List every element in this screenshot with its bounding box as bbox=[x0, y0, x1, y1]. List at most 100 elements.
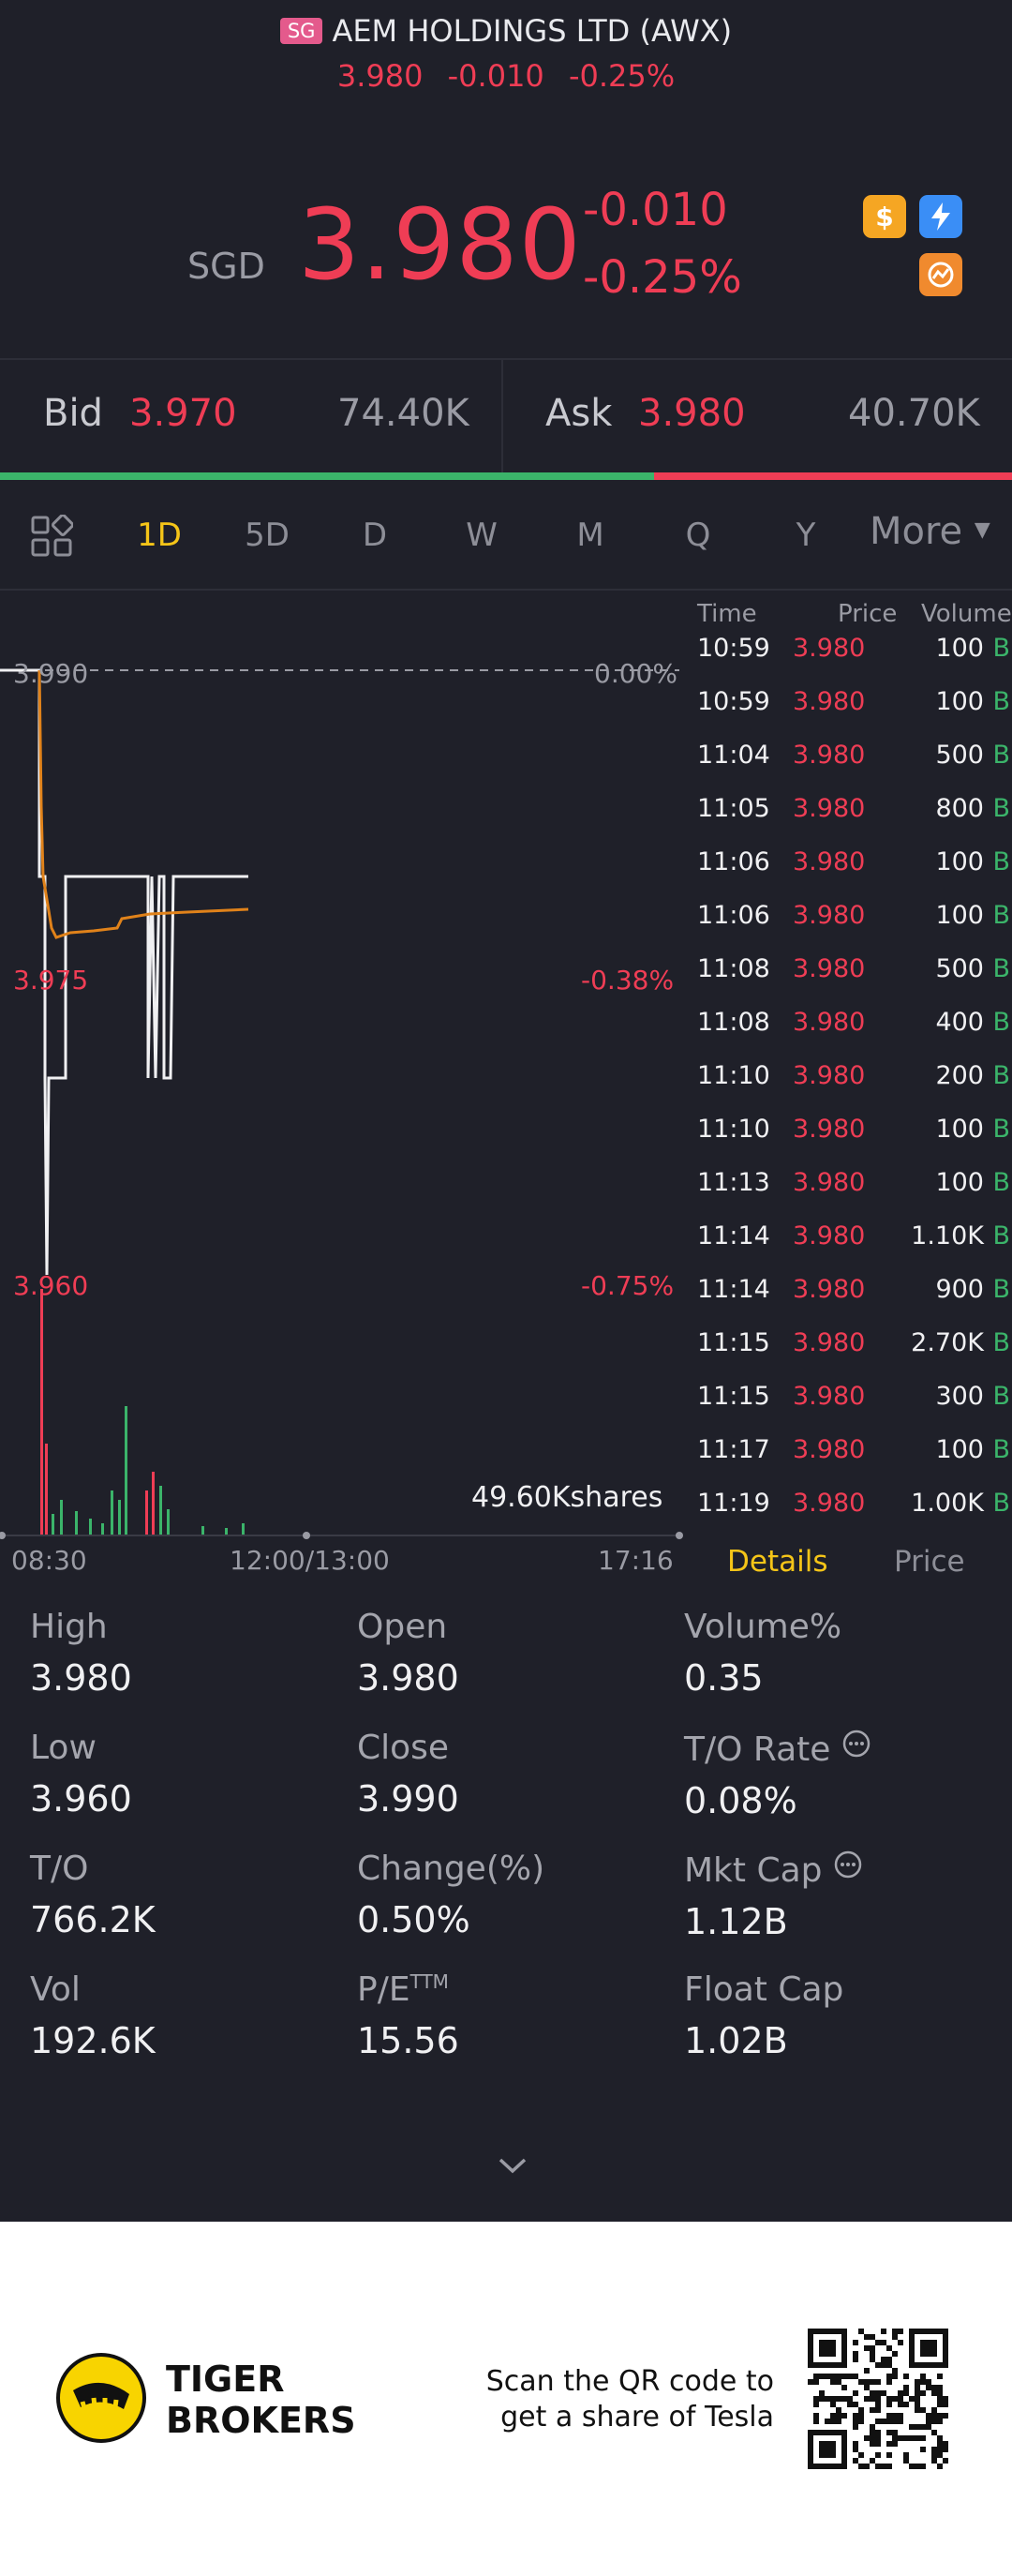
stat-item: P/ETTM 15.56 bbox=[357, 1970, 459, 2061]
stat-item: Mkt Cap 1.12B bbox=[684, 1850, 863, 1942]
trade-side: B bbox=[992, 847, 1010, 876]
tab-y[interactable]: Y bbox=[796, 517, 816, 554]
price-change-pct: -0.25% bbox=[583, 251, 742, 304]
trade-side: B bbox=[992, 1168, 1010, 1197]
trade-price: 3.980 bbox=[793, 634, 866, 663]
stat-item: Close 3.990 bbox=[357, 1729, 459, 1820]
header-change: -0.010 bbox=[447, 58, 544, 94]
intraday-chart[interactable] bbox=[0, 592, 684, 1539]
volume-bar bbox=[167, 1509, 170, 1535]
qr-code bbox=[808, 2329, 948, 2469]
trade-side: B bbox=[992, 1275, 1010, 1304]
tab-price[interactable]: Price bbox=[894, 1545, 965, 1579]
trade-volume: 100 bbox=[935, 1115, 984, 1144]
trade-row: 10:59 3.980 100 B bbox=[684, 634, 1012, 687]
tab-1d[interactable]: 1D bbox=[137, 517, 182, 554]
options-icon[interactable] bbox=[919, 253, 962, 296]
info-icon[interactable] bbox=[833, 1850, 863, 1888]
trade-time: 11:06 bbox=[697, 847, 770, 876]
trade-side: B bbox=[992, 634, 1010, 663]
brand-line-2: BROKERS bbox=[166, 2400, 356, 2441]
stat-value: 0.35 bbox=[684, 1657, 764, 1699]
pct-axis-label: -0.38% bbox=[581, 965, 675, 996]
tab-more[interactable]: More ▼ bbox=[870, 510, 990, 553]
bid-ask-bar: Bid 3.970 74.40K Ask 3.980 40.70K bbox=[0, 360, 1012, 472]
layout-grid-icon[interactable] bbox=[30, 514, 74, 562]
trade-time: 11:04 bbox=[697, 741, 770, 770]
tab-5d[interactable]: 5D bbox=[245, 517, 290, 554]
trade-price: 3.980 bbox=[793, 901, 866, 930]
volume-bar bbox=[145, 1490, 148, 1535]
dollar-icon[interactable]: $ bbox=[863, 195, 906, 238]
trade-row: 11:04 3.980 500 B bbox=[684, 741, 1012, 794]
bid-ask-ratio-bar bbox=[0, 472, 1012, 480]
ask-price: 3.980 bbox=[638, 392, 746, 435]
bid-ratio-fill bbox=[0, 472, 654, 480]
volume-bar bbox=[40, 1289, 43, 1535]
trade-price: 3.980 bbox=[793, 1328, 866, 1357]
tab-more-label: More bbox=[870, 510, 963, 553]
expand-chevron-icon[interactable] bbox=[497, 2156, 528, 2179]
trade-row: 11:19 3.980 1.00K B bbox=[684, 1489, 1012, 1542]
trade-header-volume: Volume bbox=[921, 600, 1012, 628]
trade-time: 11:13 bbox=[697, 1168, 770, 1197]
stat-item: Float Cap 1.02B bbox=[684, 1970, 843, 2061]
brand-name: TIGER BROKERS bbox=[166, 2359, 356, 2441]
volume-bars bbox=[40, 1289, 245, 1535]
trade-volume: 100 bbox=[935, 687, 984, 716]
period-tabs: 1D 5D D W M Q Y More ▼ bbox=[0, 482, 1012, 591]
stat-label: Float Cap bbox=[684, 1970, 844, 2009]
trade-time: 11:05 bbox=[697, 794, 770, 823]
stat-value: 3.980 bbox=[30, 1657, 132, 1699]
trade-time: 11:14 bbox=[697, 1221, 770, 1251]
trade-volume: 200 bbox=[935, 1061, 984, 1090]
trade-row: 11:08 3.980 500 B bbox=[684, 954, 1012, 1008]
volume-bar bbox=[201, 1526, 204, 1535]
currency-label: SGD bbox=[187, 246, 265, 287]
tab-w[interactable]: W bbox=[466, 517, 498, 554]
stat-value: 1.12B bbox=[684, 1901, 788, 1942]
stat-value: 3.960 bbox=[30, 1778, 132, 1820]
trade-side: B bbox=[992, 1115, 1010, 1144]
trade-list[interactable]: Time Price Volume 10:59 3.980 100 B 10:59 3.9… bbox=[684, 592, 1012, 1539]
trade-price: 3.980 bbox=[793, 847, 866, 876]
stat-label: T/O bbox=[30, 1850, 89, 1888]
lightning-icon[interactable] bbox=[919, 195, 962, 238]
trade-side: B bbox=[992, 794, 1010, 823]
trade-volume: 500 bbox=[935, 954, 984, 983]
trade-time: 11:14 bbox=[697, 1275, 770, 1304]
ask-label: Ask bbox=[545, 392, 613, 435]
trade-time: 11:06 bbox=[697, 901, 770, 930]
volume-bar bbox=[242, 1523, 245, 1535]
trade-side: B bbox=[992, 1008, 1010, 1037]
stat-item: Open 3.980 bbox=[357, 1608, 459, 1699]
volume-bar bbox=[225, 1528, 228, 1535]
time-axis-dot bbox=[0, 1532, 6, 1539]
tab-d[interactable]: D bbox=[362, 517, 388, 554]
stat-label: Close bbox=[357, 1729, 450, 1767]
trade-side: B bbox=[992, 1221, 1010, 1251]
trade-header-price: Price bbox=[838, 600, 898, 628]
trade-volume: 400 bbox=[935, 1008, 984, 1037]
trade-price: 3.980 bbox=[793, 687, 866, 716]
trade-time: 11:10 bbox=[697, 1061, 770, 1090]
trade-side: B bbox=[992, 1489, 1010, 1518]
stat-label: P/E bbox=[357, 1970, 410, 2009]
tab-q[interactable]: Q bbox=[685, 517, 711, 554]
trade-price: 3.980 bbox=[793, 1115, 866, 1144]
tab-m[interactable]: M bbox=[576, 517, 604, 554]
volume-bar bbox=[89, 1519, 92, 1535]
stat-value: 766.2K bbox=[30, 1899, 156, 1940]
volume-bar bbox=[45, 1444, 48, 1535]
volume-bar bbox=[52, 1514, 54, 1535]
info-icon[interactable] bbox=[841, 1729, 871, 1767]
trade-side: B bbox=[992, 687, 1010, 716]
trade-volume: 100 bbox=[935, 1168, 984, 1197]
trade-time: 10:59 bbox=[697, 687, 770, 716]
trade-side: B bbox=[992, 1382, 1010, 1411]
trade-volume: 800 bbox=[935, 794, 984, 823]
brand-line-1: TIGER bbox=[166, 2359, 285, 2400]
trade-row: 11:14 3.980 1.10K B bbox=[684, 1221, 1012, 1275]
stat-value: 3.980 bbox=[357, 1657, 459, 1699]
tab-details[interactable]: Details bbox=[727, 1545, 828, 1579]
